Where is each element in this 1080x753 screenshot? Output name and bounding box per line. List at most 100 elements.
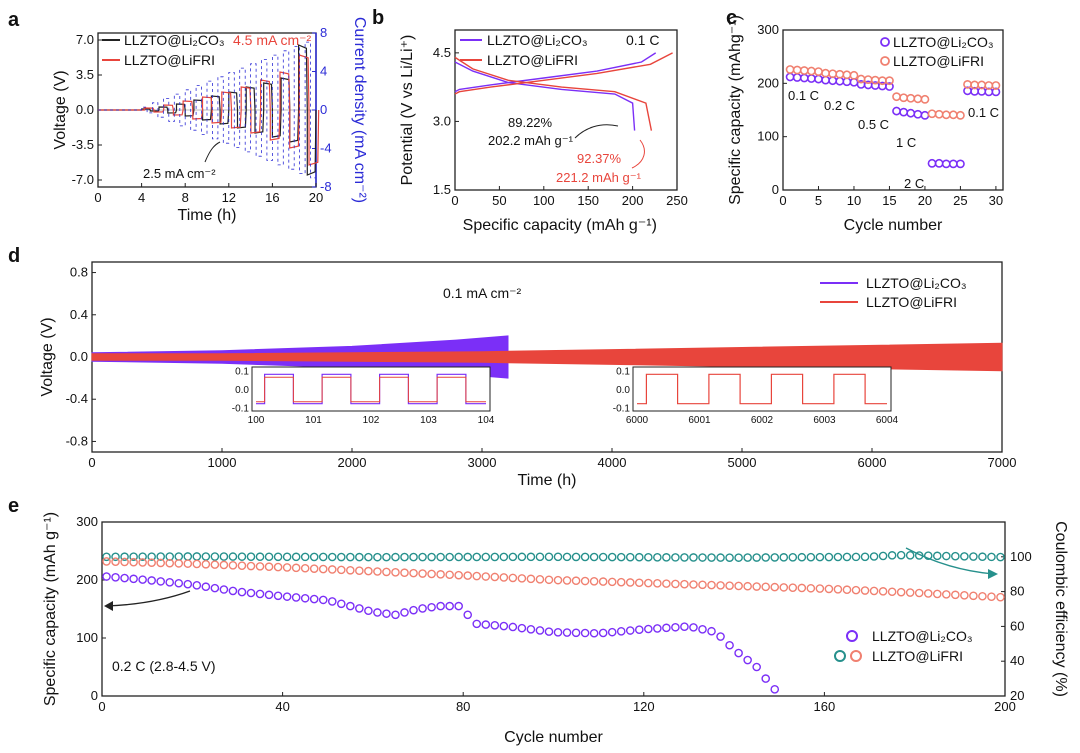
panel-e-point-lifri — [987, 592, 996, 602]
panel-e-point-ce — [472, 552, 482, 562]
panel-e-point-ce — [526, 552, 536, 562]
panel-e-point-lifri — [833, 585, 843, 594]
panel-e-point-lifri — [264, 562, 274, 572]
panel-a-y2-axis-label: Current density (mA cm⁻²) — [351, 17, 368, 203]
panel-e-point-lifri — [156, 558, 165, 568]
panel-e-y2-axis-label: Coulombic efficiency (%) — [1052, 521, 1069, 697]
panel-e-point-ce — [273, 552, 283, 562]
panel-e-point-lifri — [517, 574, 527, 583]
panel-c-point-lifri — [828, 69, 838, 79]
panel-e-point-ce — [580, 552, 590, 562]
panel-b-annotation-efficiency-li2co3: 89.22% — [508, 115, 553, 130]
panel-e-y2-tick-label: 80 — [1010, 584, 1024, 599]
panel-label-c: c — [726, 7, 737, 29]
panel-e-point-li2co3 — [273, 591, 283, 601]
panel-d-y-tick-label: 0.0 — [70, 349, 88, 364]
panel-c-frame — [782, 29, 1004, 191]
panel-d-x-tick-label: 7000 — [988, 455, 1017, 470]
panel-e-point-ce — [960, 552, 969, 561]
panel-e-point-li2co3 — [734, 648, 743, 658]
panel-c-x-axis-label: Cycle number — [844, 217, 943, 234]
panel-a-y2-tick-label: 8 — [320, 25, 327, 40]
panel-a-annotation-2-5: 2.5 mA cm⁻² — [143, 166, 216, 181]
panel-c-point-lifri — [991, 81, 1001, 90]
panel-a-y2-tick-label: -8 — [320, 179, 332, 194]
panel-b-annotation-capacity-lifri: 221.2 mAh g⁻¹ — [556, 170, 642, 185]
panel-e-point-ce — [806, 552, 816, 562]
panel-e-point-ce — [761, 553, 771, 562]
panel-b-x-tick-label: 250 — [666, 193, 688, 208]
panel-a-y-tick-label: 3.5 — [76, 67, 94, 82]
panel-e-point-ce — [192, 552, 202, 561]
panel-d-y-tick-label: 0.8 — [70, 265, 88, 280]
panel-e-legend-lifri: LLZTO@LiFRI — [872, 648, 963, 664]
panel-e-point-lifri — [932, 589, 942, 599]
panel-d-x-tick-label: 3000 — [468, 455, 497, 470]
panel-e-point-lifri — [210, 560, 220, 569]
panel-c-x-tick-label: 5 — [815, 193, 822, 208]
panel-e-point-lifri — [779, 583, 789, 592]
panel-e-point-lifri — [553, 575, 563, 585]
panel-e-point-ce — [616, 552, 626, 562]
panel-e-point-ce — [716, 553, 725, 562]
panel-c-point-lifri — [934, 109, 944, 119]
panel-e-point-ce — [237, 552, 247, 561]
panel-e-point-li2co3 — [282, 592, 292, 601]
panel-d-inset-1-trace-2 — [256, 376, 486, 403]
panel-e-point-ce — [869, 552, 879, 561]
panel-e-point-ce — [887, 551, 897, 560]
panel-e-point-lifri — [761, 582, 771, 592]
panel-c-y-tick-label: 0 — [772, 182, 779, 197]
panel-c-point-li2co3 — [913, 109, 923, 119]
panel-e-y2-tick-label: 20 — [1010, 688, 1024, 703]
panel-e-point-li2co3 — [201, 582, 211, 592]
panel-c-rate-label: 2 C — [904, 176, 924, 191]
panel-c-rate-label: 0.1 C — [968, 105, 999, 120]
panel-e-point-li2co3 — [508, 622, 518, 632]
panel-d-inset-2-y-tick-label: -0.1 — [613, 403, 631, 414]
panel-e-point-ce — [490, 552, 500, 562]
panel-e-point-lifri — [427, 569, 436, 579]
panel-c-legend-lifri: LLZTO@LiFRI — [893, 53, 984, 69]
panel-e-point-lifri — [896, 587, 906, 597]
panel-e-legend-marker-ce — [834, 650, 846, 662]
panel-c-point-li2co3 — [899, 107, 909, 117]
panel-e-y2-tick-label: 40 — [1010, 653, 1024, 668]
panel-e-point-lifri — [463, 571, 473, 580]
panel-c-point-lifri — [927, 109, 937, 119]
panel-d-x-tick-label: 5000 — [728, 455, 757, 470]
panel-e-point-lifri — [634, 578, 644, 588]
panel-e-point-ce — [833, 552, 843, 562]
panel-e-y-tick-label: 300 — [76, 514, 98, 529]
panel-e-point-ce — [120, 552, 129, 562]
panel-e-point-ce — [625, 552, 635, 562]
panel-e-point-ce — [246, 552, 256, 561]
panel-e-point-ce — [824, 552, 834, 562]
panel-b-x-tick-label: 100 — [533, 193, 555, 208]
panel-e-point-ce — [300, 552, 310, 562]
panel-e-x-tick-label: 0 — [98, 699, 105, 714]
panel-e-point-li2co3 — [598, 628, 608, 638]
panel-e-point-li2co3 — [309, 594, 319, 604]
panel-e-point-lifri — [508, 573, 518, 583]
panel-c-point-lifri — [920, 94, 930, 104]
panel-b-x-tick-label: 200 — [622, 193, 644, 208]
panel-c-y-tick-label: 300 — [757, 22, 779, 37]
panel-e-frame — [101, 521, 1006, 697]
panel-e-point-lifri — [111, 557, 120, 566]
panel-e-y-tick-label: 200 — [76, 572, 98, 587]
panel-e-point-ce — [634, 552, 644, 562]
panel-e-point-li2co3 — [616, 627, 626, 636]
panel-b-x-tick-label: 150 — [577, 193, 599, 208]
panel-e-point-ce — [436, 552, 445, 562]
panel-c-point-li2co3 — [927, 158, 937, 168]
panel-e-legend-li2co3: LLZTO@Li₂CO₃ — [872, 628, 973, 644]
panel-d-inset-2-x-tick-label: 6003 — [813, 415, 836, 426]
panel-d-inset-1-x-tick-label: 103 — [420, 415, 437, 426]
panel-c-point-li2co3 — [906, 108, 916, 118]
panel-d-inset-2-x-tick-label: 6001 — [688, 415, 711, 426]
panel-e-point-lifri — [192, 559, 202, 569]
panel-e-point-ce — [923, 551, 933, 560]
panel-a-y-tick-label: -3.5 — [72, 137, 94, 152]
panel-e-point-ce — [707, 553, 716, 562]
